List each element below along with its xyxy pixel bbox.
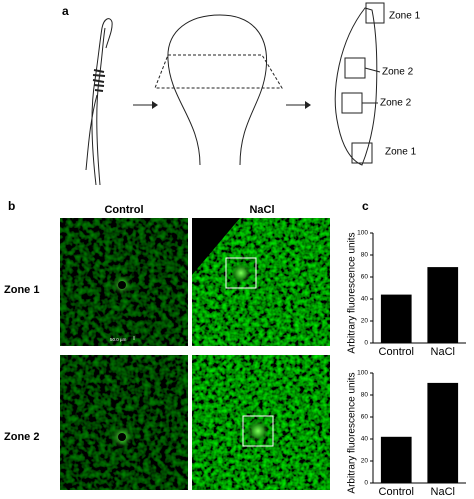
x-tick-label: NaCl: [431, 486, 455, 498]
bar: [380, 294, 412, 343]
y-axis-label: Arbitrary fluorescence units: [347, 372, 358, 493]
panel-label: b: [8, 199, 15, 213]
y-tick-label: 0: [364, 340, 368, 347]
y-tick-label: 80: [361, 392, 369, 399]
zone-label: Zone 2: [382, 67, 414, 78]
y-tick-label: 100: [357, 230, 368, 237]
y-tick-label: 40: [361, 436, 369, 443]
y-tick-label: 0: [364, 480, 368, 487]
column-label: Control: [104, 204, 143, 216]
zone-label: Zone 1: [385, 147, 417, 158]
seedling-drawing: [85, 18, 113, 186]
y-tick-label: 20: [361, 458, 369, 465]
micrograph: [60, 355, 188, 490]
x-tick-label: Control: [379, 486, 414, 498]
y-tick-label: 60: [361, 274, 369, 281]
scale-bar-label: 50.0 µm: [110, 337, 127, 342]
bar: [380, 436, 412, 483]
arrow: [286, 101, 311, 109]
y-tick-label: 20: [361, 318, 369, 325]
y-tick-label: 40: [361, 296, 369, 303]
panel-label: a: [62, 4, 69, 18]
y-tick-label: 60: [361, 414, 369, 421]
micrograph: [192, 355, 330, 490]
row-label: Zone 1: [4, 284, 39, 296]
zone-label: Zone 2: [380, 98, 412, 109]
bar: [427, 267, 459, 343]
y-tick-label: 100: [357, 370, 368, 377]
x-tick-label: NaCl: [431, 346, 455, 358]
micrograph: [60, 218, 188, 346]
column-label: NaCl: [249, 204, 274, 216]
hypocotyl-drawing: [154, 14, 283, 166]
panel-label: c: [362, 199, 369, 213]
micrograph: [192, 218, 330, 346]
row-label: Zone 2: [4, 431, 39, 443]
bar: [427, 382, 459, 483]
arrow: [133, 101, 158, 109]
section-drawing: [334, 2, 385, 166]
y-tick-label: 80: [361, 252, 369, 259]
y-axis-label: Arbitrary fluorescence units: [347, 232, 358, 353]
zone-label: Zone 1: [389, 11, 421, 22]
x-tick-label: Control: [379, 346, 414, 358]
